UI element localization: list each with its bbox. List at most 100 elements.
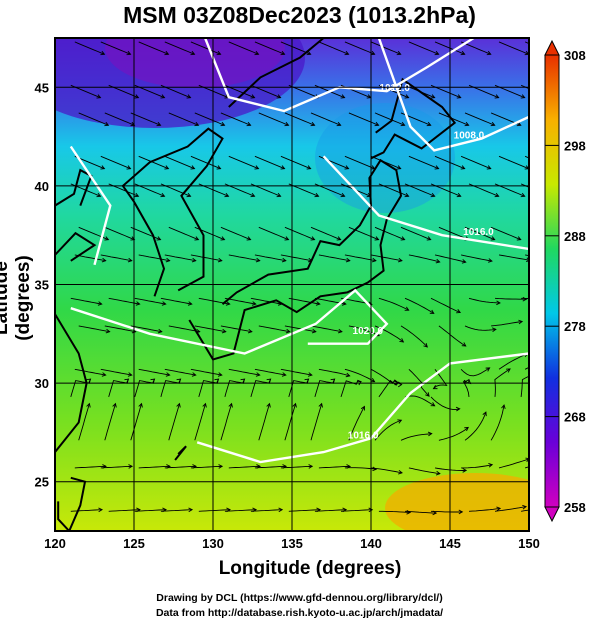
colorbar-tick-label: 288 xyxy=(564,229,586,244)
streamline xyxy=(220,403,233,441)
y-tick-label: 25 xyxy=(35,475,49,490)
streamline xyxy=(280,254,312,262)
streamline-arrowhead xyxy=(96,192,102,198)
streamline-arrowhead xyxy=(126,50,132,56)
streamline xyxy=(310,403,323,441)
streamline-arrowhead xyxy=(281,257,287,263)
x-axis-label: Longitude (degrees) xyxy=(218,558,402,579)
streamline xyxy=(438,325,467,347)
streamline-arrowhead xyxy=(426,236,432,241)
streamline-arrowhead xyxy=(266,402,271,408)
streamline xyxy=(254,41,285,55)
streamline xyxy=(258,226,289,241)
streamline-arrowhead xyxy=(370,378,376,383)
streamline xyxy=(468,507,501,512)
streamline-arrowhead xyxy=(190,165,196,170)
streamline xyxy=(104,226,135,241)
streamline-arrowhead xyxy=(280,50,286,56)
streamline xyxy=(280,41,311,55)
streamline-arrowhead xyxy=(251,301,257,306)
streamline-arrowhead xyxy=(456,192,462,198)
streamline-arrowhead xyxy=(105,328,111,334)
streamline-arrowhead xyxy=(404,306,410,311)
streamline-arrowhead xyxy=(266,378,272,383)
streamline xyxy=(340,379,362,398)
streamline-arrowhead xyxy=(344,165,350,170)
streamline-arrowhead xyxy=(426,121,432,127)
streamline xyxy=(408,467,440,475)
y-tick-label: 35 xyxy=(35,278,49,293)
streamline-arrowhead xyxy=(101,372,107,377)
y-tick-label: 30 xyxy=(35,376,49,391)
streamline-arrowhead xyxy=(340,192,346,198)
streamline-arrowhead xyxy=(250,192,256,198)
streamline xyxy=(228,254,260,262)
streamline-arrowhead xyxy=(304,378,310,383)
streamline-arrowhead xyxy=(461,259,467,264)
streamline xyxy=(464,411,487,441)
streamline-arrowhead xyxy=(501,404,506,410)
streamline-arrowhead xyxy=(188,507,194,513)
streamline-arrowhead xyxy=(240,378,246,383)
streamline-arrowhead xyxy=(306,165,312,170)
streamline-arrowhead xyxy=(465,378,470,384)
streamline-arrowhead xyxy=(176,378,182,383)
streamline-arrowhead xyxy=(128,464,134,469)
streamline-arrowhead xyxy=(156,121,162,127)
streamline-arrowhead xyxy=(460,165,466,170)
streamline xyxy=(408,368,430,397)
streamline-arrowhead xyxy=(434,50,440,56)
streamline-arrowhead xyxy=(518,319,524,325)
x-tick-label: 135 xyxy=(281,536,303,551)
streamline xyxy=(370,155,401,170)
streamline-arrowhead xyxy=(284,236,290,241)
streamline xyxy=(138,41,169,55)
streamline xyxy=(370,368,399,384)
streamline xyxy=(74,465,107,469)
isobar-label: 1012.0 xyxy=(379,83,410,94)
streamline-arrowhead xyxy=(456,309,462,314)
streamline xyxy=(194,403,206,441)
streamline-arrowhead xyxy=(186,94,192,99)
streamline xyxy=(194,112,225,126)
streamline xyxy=(160,509,193,512)
plot-frame xyxy=(54,37,530,532)
colorbar-bar xyxy=(544,54,560,508)
streamline xyxy=(284,325,316,333)
streamline xyxy=(164,155,195,170)
streamline xyxy=(348,112,379,126)
streamline-arrowhead xyxy=(306,50,312,56)
streamline xyxy=(498,254,529,261)
streamline-arrowhead xyxy=(224,192,230,198)
streamline xyxy=(190,155,221,170)
streamline-arrowhead xyxy=(86,378,92,383)
colorbar-tick-label: 278 xyxy=(564,319,586,334)
streamline xyxy=(100,254,132,262)
streamline-arrowhead xyxy=(191,257,197,263)
streamline-arrowhead xyxy=(315,301,321,306)
streamline xyxy=(284,112,315,126)
streamline-arrowhead xyxy=(314,192,320,198)
streamline xyxy=(220,226,251,241)
streamline-arrowhead xyxy=(86,402,91,408)
chart-title: MSM 03Z08Dec2023 (1013.2hPa) xyxy=(123,2,476,28)
streamline-arrowhead xyxy=(491,327,497,333)
streamline-arrowhead xyxy=(336,121,342,127)
streamline-arrowhead xyxy=(360,405,365,411)
streamline xyxy=(168,403,180,441)
streamline-arrowhead xyxy=(461,342,467,347)
x-tick-label: 150 xyxy=(518,536,540,551)
streamline-arrowhead xyxy=(370,50,376,56)
streamline-arrowhead xyxy=(284,121,290,127)
streamline xyxy=(164,368,196,376)
streamline-arrowhead xyxy=(423,342,428,348)
streamline xyxy=(400,226,431,241)
streamline xyxy=(70,509,103,512)
streamline-arrowhead xyxy=(186,192,192,198)
streamline xyxy=(498,353,528,370)
streamline-arrowhead xyxy=(368,507,374,513)
streamline xyxy=(400,325,428,348)
streamline-arrowhead xyxy=(285,328,291,334)
streamline xyxy=(460,254,493,262)
coastline-7 xyxy=(174,445,187,461)
